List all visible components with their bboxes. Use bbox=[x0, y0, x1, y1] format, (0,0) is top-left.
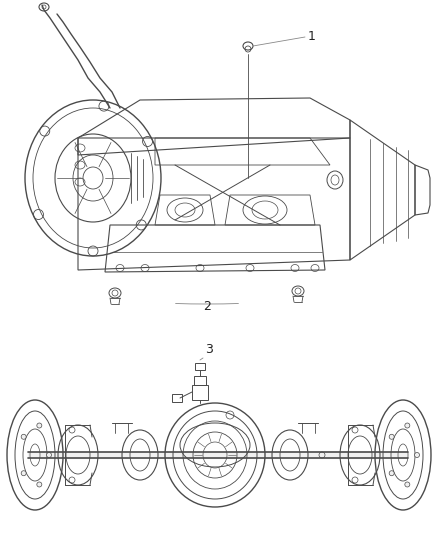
Ellipse shape bbox=[405, 423, 410, 428]
Ellipse shape bbox=[21, 471, 26, 476]
Text: 1: 1 bbox=[308, 29, 316, 43]
Ellipse shape bbox=[37, 423, 42, 428]
Ellipse shape bbox=[389, 471, 394, 476]
Ellipse shape bbox=[389, 434, 394, 439]
Ellipse shape bbox=[37, 482, 42, 487]
Ellipse shape bbox=[405, 482, 410, 487]
Text: 3: 3 bbox=[205, 343, 213, 356]
Ellipse shape bbox=[21, 434, 26, 439]
Ellipse shape bbox=[414, 453, 420, 457]
Text: 2: 2 bbox=[203, 301, 211, 313]
Ellipse shape bbox=[46, 453, 52, 457]
